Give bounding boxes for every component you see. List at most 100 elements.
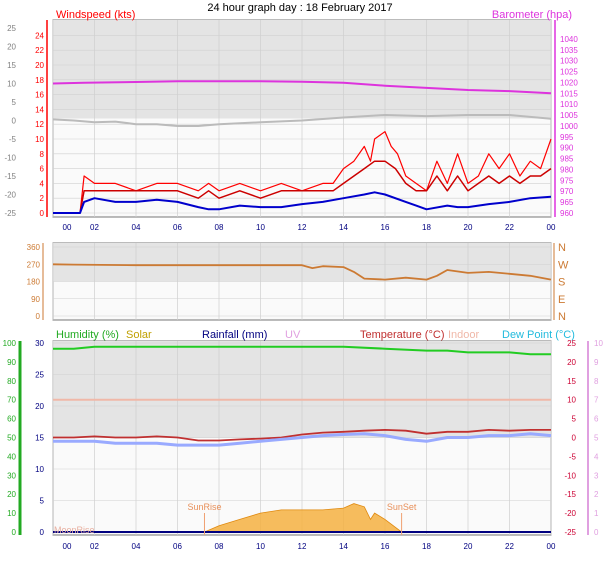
wind-axis-tick: 10	[35, 135, 44, 144]
uv-axis-tick: 0	[594, 528, 599, 537]
annotation-label: SunSet	[387, 502, 417, 512]
temperature-axis-tick: -25	[564, 528, 576, 537]
temperature-axis-tick: 10	[567, 396, 576, 405]
baro-axis-tick: 1025	[560, 68, 578, 77]
uv-axis-tick: 7	[594, 396, 599, 405]
direction-axis-tick: 0	[36, 312, 41, 321]
solar-axis-tick: 30	[35, 339, 44, 348]
baro-axis-tick: 1035	[560, 46, 578, 55]
legend-entry: Solar	[126, 329, 152, 341]
x-tick-label: 04	[132, 223, 141, 232]
humidity-line	[53, 345, 551, 356]
uv-axis-tick: 2	[594, 490, 599, 499]
x-tick-label: 12	[298, 223, 307, 232]
x-tick-label: 22	[505, 542, 514, 551]
solar-axis-tick: 0	[40, 528, 45, 537]
direction-axis-tick: 360	[27, 243, 41, 252]
outer-temp-axis-tick: 10	[7, 80, 16, 89]
x-tick-label: 06	[173, 223, 182, 232]
baro-axis-tick: 990	[560, 144, 574, 153]
legend-entry: UV	[285, 329, 301, 341]
outer-temp-axis-tick: -25	[4, 209, 16, 218]
baro-axis-tick: 1030	[560, 57, 578, 66]
humidity-axis-tick: 90	[7, 358, 16, 367]
uv-axis-tick: 3	[594, 471, 599, 480]
direction-axis-tick: 90	[31, 295, 40, 304]
baro-axis-tick: 1015	[560, 89, 578, 98]
wind-axis-tick: 24	[35, 31, 44, 40]
baro-axis-tick: 995	[560, 133, 574, 142]
x-tick-label: 14	[339, 542, 348, 551]
outer-temp-axis-tick: 15	[7, 61, 16, 70]
solar-axis-tick: 25	[35, 371, 44, 380]
humidity-axis-tick: 100	[3, 339, 17, 348]
x-tick-label: 20	[464, 223, 473, 232]
uv-axis-tick: 8	[594, 377, 599, 386]
humidity-axis-tick: 70	[7, 396, 16, 405]
humidity-axis-tick: 0	[12, 528, 17, 537]
uv-axis-tick: 1	[594, 509, 599, 518]
outer-temp-axis-tick: -10	[4, 154, 16, 163]
annotation-label: SunRise	[187, 502, 221, 512]
baro-axis-tick: 970	[560, 187, 574, 196]
baro-axis-tick: 985	[560, 155, 574, 164]
baro-axis-tick: 1020	[560, 78, 578, 87]
chart-title: 24 hour graph day : 18 February 2017	[207, 2, 392, 14]
temperature-axis-tick: -10	[564, 471, 576, 480]
gust-line	[53, 131, 552, 214]
x-tick-label: 00	[63, 542, 72, 551]
outer-temp-axis-tick: -5	[9, 135, 17, 144]
humidity-axis-tick: 10	[7, 509, 16, 518]
outer-temp-axis-tick: -15	[4, 172, 16, 181]
x-tick-label: 10	[256, 223, 265, 232]
compass-axis-tick: N	[558, 242, 566, 254]
dewpoint-line	[53, 432, 552, 447]
baro-axis-tick: 975	[560, 176, 574, 185]
temperature-trace	[52, 114, 552, 127]
x-tick-label: 04	[132, 542, 141, 551]
baro-axis-tick: 1010	[560, 100, 578, 109]
wind-axis-tick: 2	[40, 194, 45, 203]
humidity-axis-tick: 80	[7, 377, 16, 386]
temperature-axis-tick: 5	[572, 415, 577, 424]
x-tick-label: 10	[256, 542, 265, 551]
wind-axis-tick: 16	[35, 91, 44, 100]
outer-temp-axis-tick: 25	[7, 24, 16, 33]
legend-entry: Rainfall (mm)	[202, 329, 267, 341]
compass-axis-tick: W	[558, 259, 569, 271]
humidity-axis-tick: 30	[7, 471, 16, 480]
legend-entry: Indoor	[448, 329, 480, 341]
baro-axis-tick: 980	[560, 165, 574, 174]
outer-temp-axis-tick: 0	[12, 117, 17, 126]
outer-temp-axis-tick: -20	[4, 191, 16, 200]
uv-axis-tick: 6	[594, 415, 599, 424]
humidity-axis-tick: 40	[7, 452, 16, 461]
x-tick-label: 18	[422, 542, 431, 551]
uv-axis-tick: 4	[594, 452, 599, 461]
temperature-axis-tick: -5	[569, 452, 577, 461]
barometer-line	[52, 80, 552, 95]
humidity-axis-tick: 50	[7, 434, 16, 443]
x-tick-label: 16	[381, 542, 390, 551]
x-tick-label: 18	[422, 223, 431, 232]
wind-axis-tick: 0	[40, 209, 45, 218]
x-tick-label: 08	[215, 223, 224, 232]
wind-axis-tick: 14	[35, 105, 44, 114]
average-wind-line	[53, 191, 552, 214]
x-tick-label: 02	[90, 542, 99, 551]
uv-axis-tick: 10	[594, 339, 603, 348]
humidity-axis-tick: 60	[7, 415, 16, 424]
x-tick-label: 00	[63, 223, 72, 232]
legend-entry: Dew Point (°C)	[502, 329, 575, 341]
legend-entry: Temperature (°C)	[360, 329, 444, 341]
baro-axis-tick: 1005	[560, 111, 578, 120]
temperature-axis-tick: 25	[567, 339, 576, 348]
x-tick-label: 20	[464, 542, 473, 551]
uv-axis-tick: 5	[594, 434, 599, 443]
outer-temp-axis-tick: 5	[12, 98, 17, 107]
wind-axis-tick: 6	[40, 165, 45, 174]
wind-direction-line	[52, 263, 552, 281]
x-tick-label: 02	[90, 223, 99, 232]
x-tick-label: 00	[547, 542, 556, 551]
